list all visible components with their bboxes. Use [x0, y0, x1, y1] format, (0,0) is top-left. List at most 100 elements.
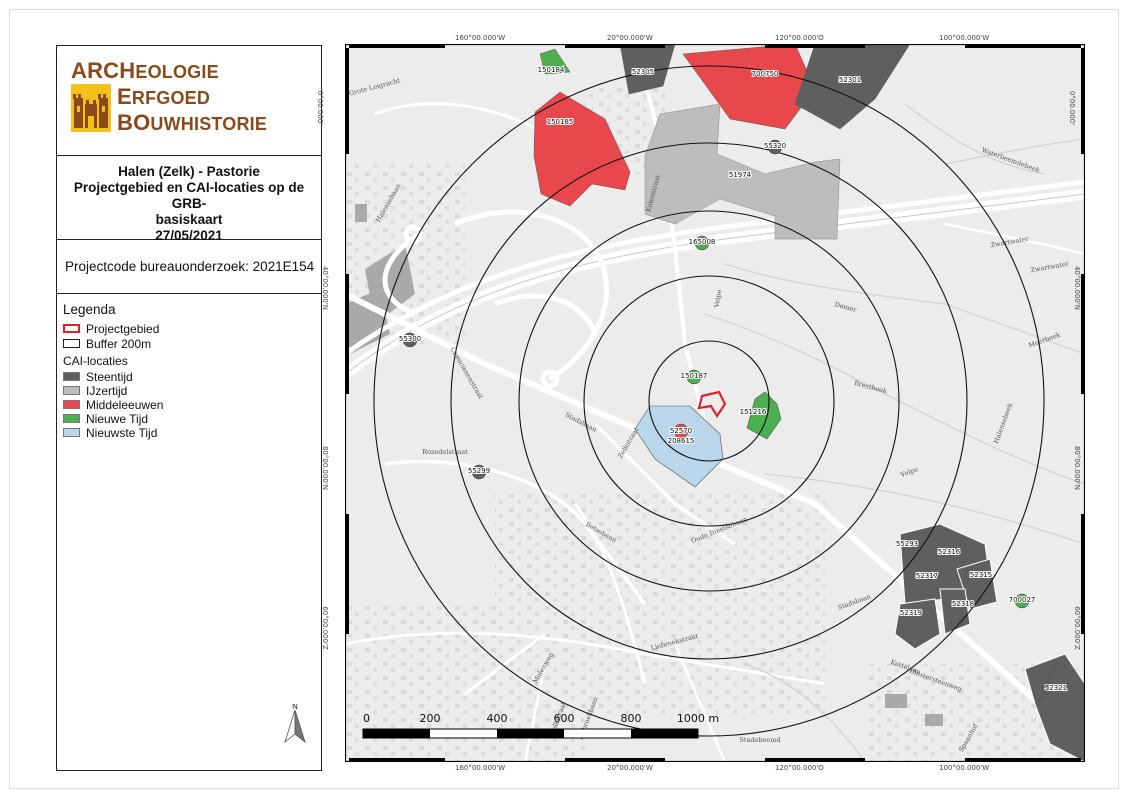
right-coordinate: 0°00.000' — [1068, 90, 1077, 126]
legend-cai-heading: CAI-locaties — [63, 354, 128, 368]
legend-title: Legenda — [63, 302, 116, 317]
site-151216-polygon — [746, 391, 782, 440]
scale-label: 1000 m — [677, 712, 719, 725]
buffer-ring-400 — [583, 275, 835, 527]
right-coordinate: 80°00.000'N — [1073, 445, 1082, 491]
bottom-coordinate: 160°00.000'W — [455, 764, 506, 772]
logo-line-archeologie: ARCHEOLOGIE — [71, 58, 219, 83]
title-panel: Halen (Zelk) - Pastorie Projectgebied en… — [56, 156, 322, 243]
logo-panel: ARCHEOLOGIE ERFGOED BOUWHISTORIE — [56, 45, 322, 156]
legend-label: Nieuwe Tijd — [86, 411, 149, 426]
legend-projectgebied: Projectgebied — [63, 321, 159, 336]
site-label: 151216 — [740, 408, 767, 416]
legend-buffer: Buffer 200m — [63, 336, 151, 351]
site-label: 150185 — [547, 118, 574, 126]
street-label: Rozedelstraat — [422, 448, 468, 456]
right-coordinate: 40°00.000'N — [1073, 265, 1082, 311]
scale-label: 0 — [363, 712, 370, 725]
top-coordinate: 160°00.000'W — [455, 34, 506, 42]
bottom-coordinate: 20°00.000'W — [607, 764, 653, 772]
industrial-buildings — [345, 204, 943, 726]
legend-swatch — [63, 414, 80, 423]
scale-bar: 0 200 400 600 800 1000 m — [362, 712, 719, 739]
left-coordinate: 60°00.000'Z — [320, 606, 329, 650]
legend-swatch — [63, 386, 80, 395]
site-51974-polygon — [644, 103, 841, 240]
site-52305-polygon — [619, 44, 676, 95]
project-code-panel: Projectcode bureauonderzoek: 2021E154 — [56, 240, 322, 294]
site-label: 52316 — [938, 548, 961, 556]
site-label: 52315 — [970, 571, 992, 579]
castle-logo-icon — [71, 84, 111, 132]
site-label: 52570 — [670, 427, 692, 435]
legend-swatch — [63, 428, 80, 437]
site-208615-polygon — [634, 405, 724, 488]
bottom-coordinate: 120°00.000'O — [775, 764, 824, 772]
buffer-swatch — [63, 339, 80, 348]
title-line-3: basiskaart — [155, 212, 223, 227]
bottom-coordinate: 100°00.000'W — [939, 764, 990, 772]
map-title: Halen (Zelk) - Pastorie Projectgebied en… — [57, 164, 321, 244]
left-coordinate: 0°00.000' — [316, 90, 325, 126]
legend-swatch — [63, 400, 80, 409]
logo-line-bouwhistorie: BOUWHISTORIE — [117, 110, 268, 135]
buffer-ring-200 — [648, 340, 770, 462]
scale-label: 600 — [554, 712, 575, 725]
site-label: 55293 — [896, 540, 918, 548]
site-label: 55300 — [399, 335, 421, 343]
scale-label: 200 — [420, 712, 441, 725]
waterways — [704, 103, 1085, 762]
buffer-ring-1000 — [373, 65, 1045, 737]
steentijd-cluster — [894, 523, 1085, 762]
site-label: 51974 — [729, 171, 752, 179]
north-arrow: N — [282, 702, 308, 749]
legend-label: Nieuwste Tijd — [86, 425, 158, 440]
north-label: N — [292, 704, 298, 711]
projectgebied-swatch — [63, 324, 80, 333]
logo-line-erfgoed: ERFGOED — [117, 84, 211, 109]
site-label: 52305 — [632, 68, 654, 76]
left-coordinate: 80°00.000'N — [321, 445, 330, 491]
site-label: 52317 — [916, 572, 938, 580]
buffer-ring-800 — [450, 142, 968, 660]
project-code: Projectcode bureauonderzoek: 2021E154 — [65, 259, 315, 274]
legend-swatch — [63, 372, 80, 381]
site-label: 52318 — [952, 600, 974, 608]
site-label: 208615 — [668, 437, 695, 445]
legend-label: IJzertijd — [86, 383, 128, 398]
site-150185-polygon — [533, 91, 631, 207]
site-52301-polygon — [794, 44, 911, 130]
top-coordinate: 100°00.000'W — [939, 34, 990, 42]
legend-item: Nieuwste Tijd — [63, 425, 157, 440]
site-label: 150184 — [538, 66, 565, 74]
map-canvas[interactable]: 150184 52305 700750 52301 150185 55320 51974 16… — [344, 43, 1086, 763]
site-label: 52319 — [900, 609, 922, 617]
site-label: 55320 — [764, 142, 786, 150]
right-coordinate: 60°00.000'Z — [1072, 606, 1081, 650]
north-arrow-icon: N — [284, 702, 306, 744]
legend-panel: Legenda Projectgebied Buffer 200m CAI-lo… — [56, 294, 322, 771]
legend-item: Steentijd — [63, 369, 133, 384]
site-label: 150187 — [681, 372, 708, 380]
legend-item: Nieuwe Tijd — [63, 411, 148, 426]
site-label: 700750 — [752, 70, 779, 78]
point-markers — [402, 139, 1030, 609]
street-label: Stadebeemd — [739, 736, 780, 744]
title-line-2: Projectgebied en CAI-locaties op de GRB- — [73, 180, 305, 211]
scale-label: 800 — [621, 712, 642, 725]
map-frame[interactable]: 150184 52305 700750 52301 150185 55320 51974 16… — [316, 34, 1086, 772]
legend-label: Steentijd — [86, 369, 133, 384]
title-line-1: Halen (Zelk) - Pastorie — [118, 164, 260, 179]
left-coordinate: 40°00.000'N — [321, 265, 330, 311]
site-label: 52301 — [839, 76, 861, 84]
buffer-ring-600 — [518, 210, 900, 592]
site-label: 55299 — [468, 467, 490, 475]
site-label: 700027 — [1009, 596, 1036, 604]
site-150184-polygon — [539, 48, 571, 75]
scale-label: 400 — [487, 712, 508, 725]
top-coordinate: 120°00.000'O — [775, 34, 824, 42]
legend-label: Middeleeuwen — [86, 397, 164, 412]
top-coordinate: 20°00.000'W — [607, 34, 653, 42]
projectgebied-polygon — [697, 390, 727, 419]
site-label: 165008 — [689, 238, 716, 246]
